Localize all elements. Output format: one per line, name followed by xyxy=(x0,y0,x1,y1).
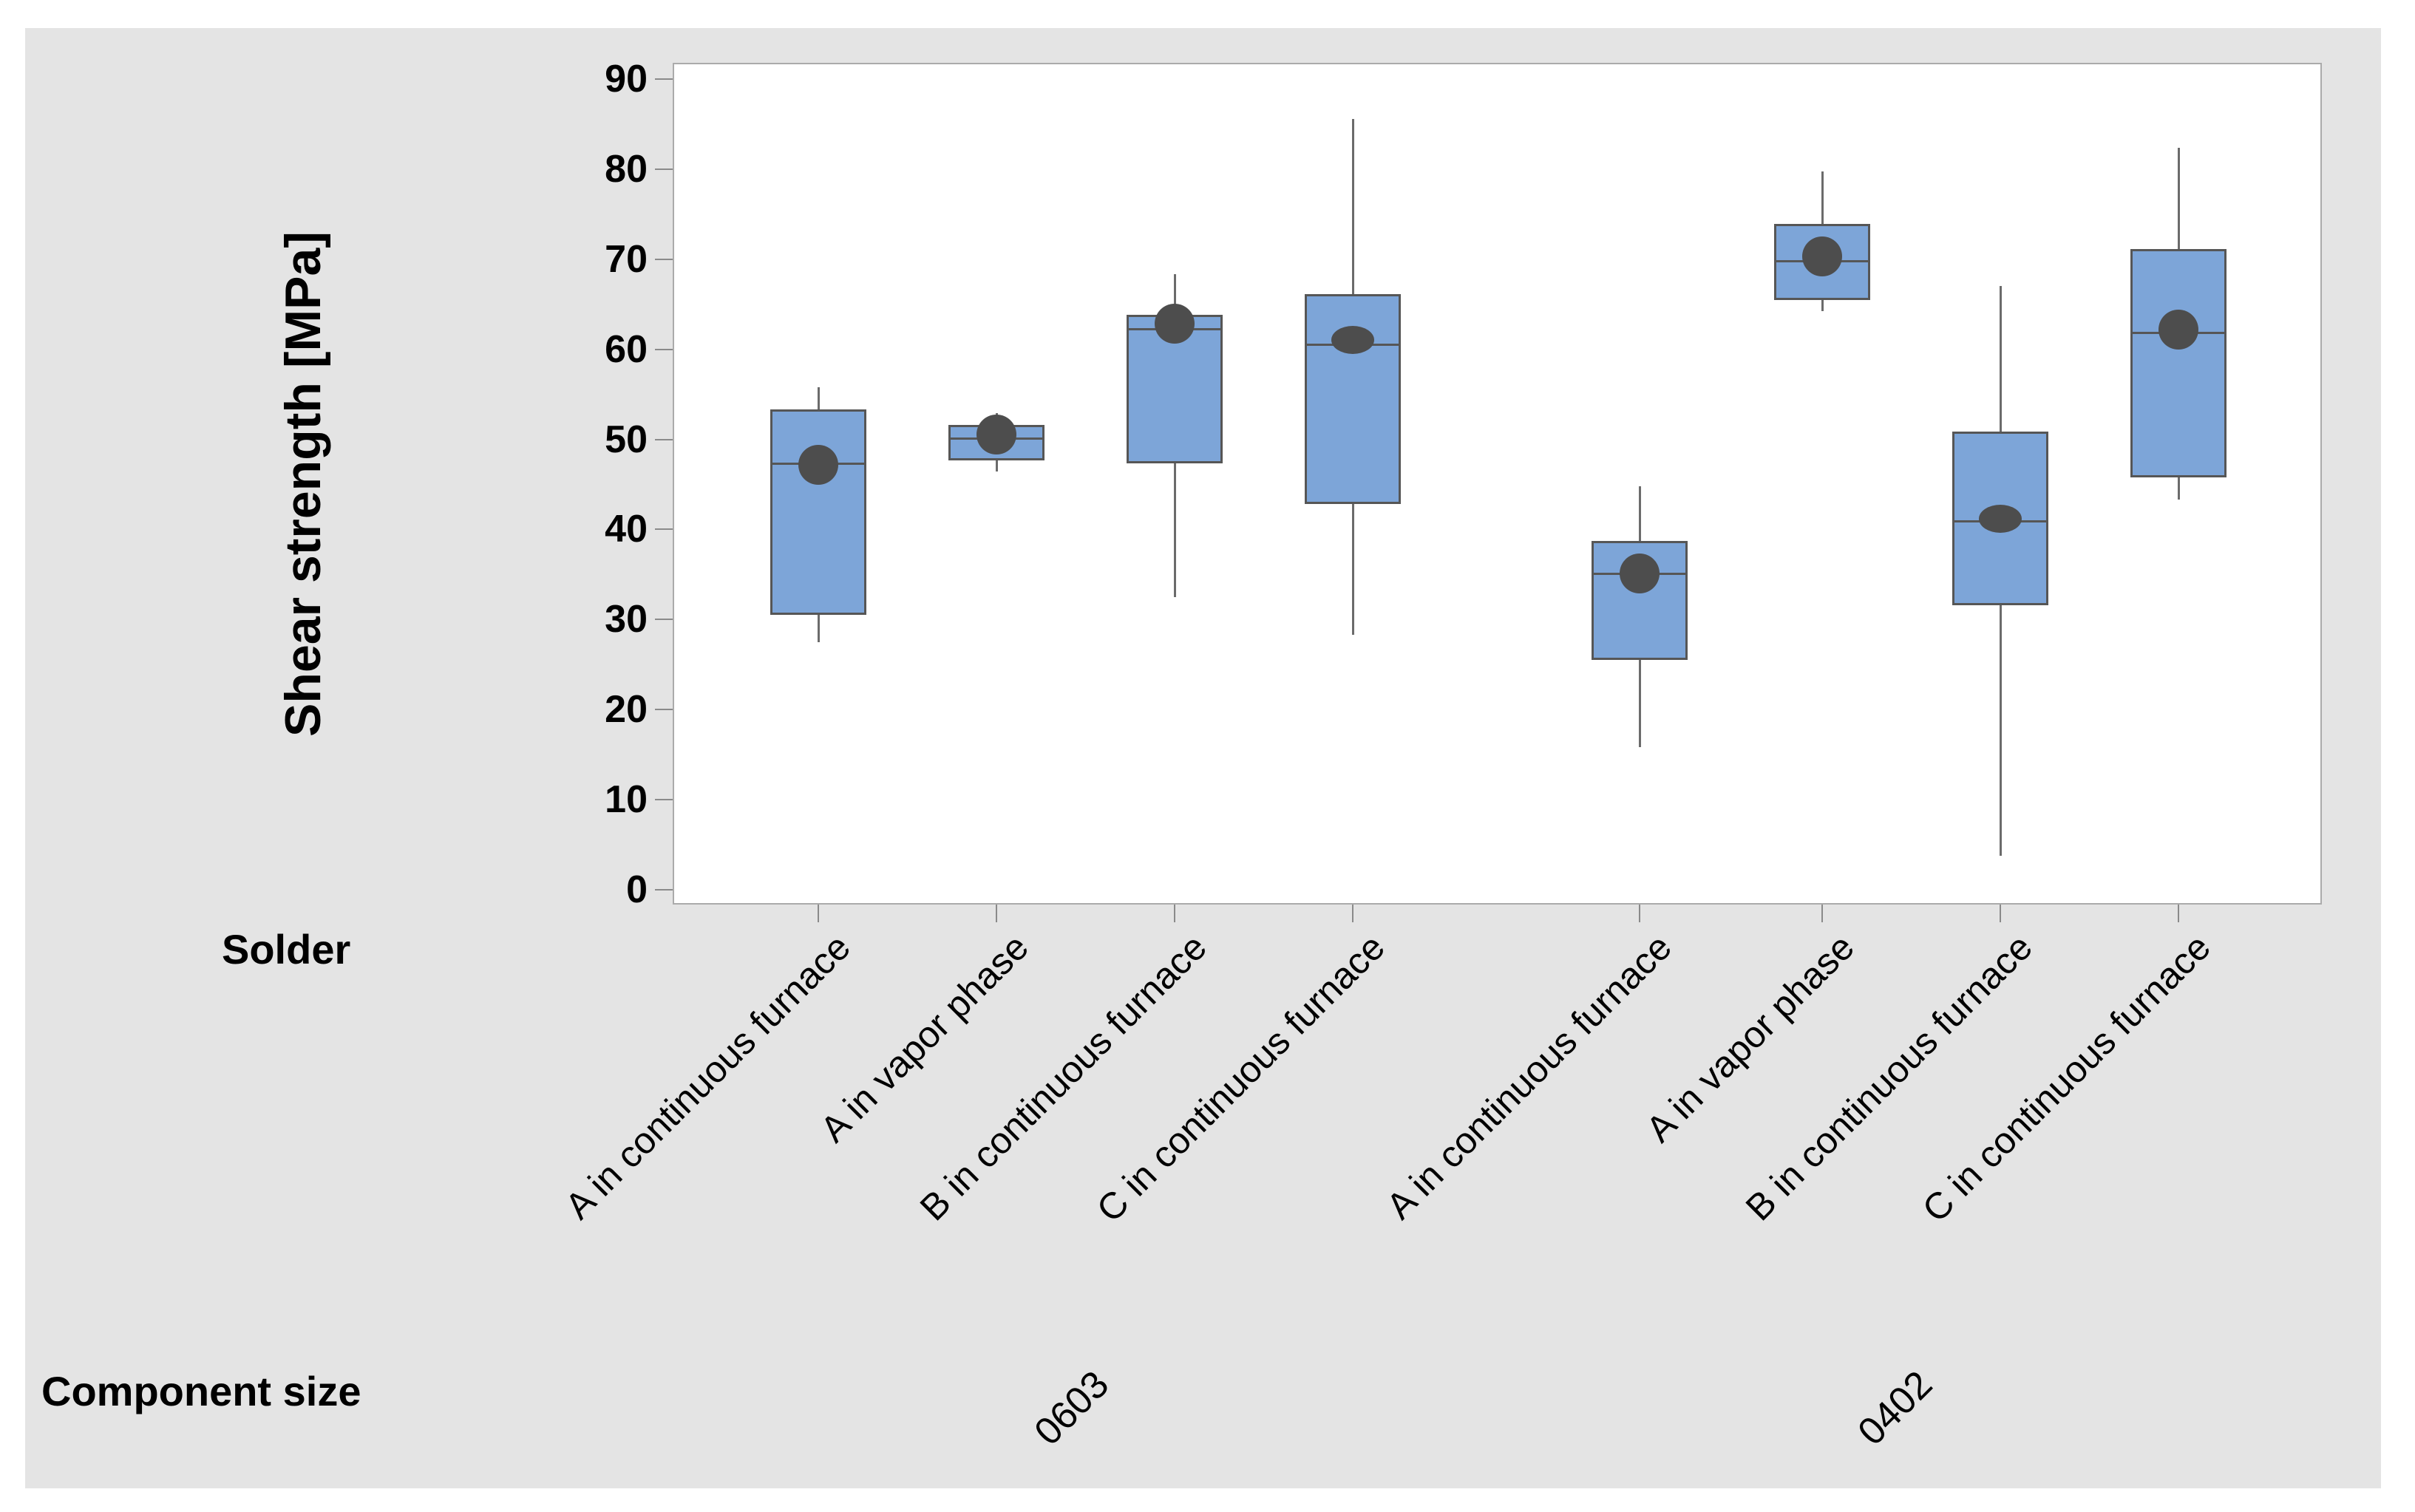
upper-whisker xyxy=(817,386,820,410)
lower-whisker xyxy=(817,615,820,642)
lower-whisker xyxy=(1638,660,1641,748)
y-axis-tick xyxy=(655,258,673,260)
y-axis-tick-label: 60 xyxy=(605,327,648,371)
y-axis-tick-label: 20 xyxy=(605,688,648,732)
upper-whisker xyxy=(1821,171,1824,225)
x-axis-tick xyxy=(2000,905,2001,922)
y-axis-tick xyxy=(655,889,673,890)
box-iqr xyxy=(770,409,866,616)
lower-whisker xyxy=(995,460,998,472)
x-axis-tick xyxy=(1352,905,1353,922)
y-axis-tick-label: 30 xyxy=(605,598,648,641)
x-axis-tick xyxy=(1821,905,1823,922)
mean-marker xyxy=(2158,309,2198,350)
upper-whisker xyxy=(1999,286,2002,432)
x-axis-tick xyxy=(1639,905,1640,922)
y-axis-tick-label: 10 xyxy=(605,778,648,822)
y-axis-tick xyxy=(655,619,673,621)
upper-whisker xyxy=(2177,147,2180,250)
x-axis-tick xyxy=(818,905,819,922)
box-iqr xyxy=(2130,249,2227,477)
y-axis-tick xyxy=(655,348,673,350)
lower-whisker xyxy=(1351,504,1354,636)
lower-whisker xyxy=(1999,605,2002,856)
mean-marker xyxy=(976,415,1016,455)
y-axis-tick-label: 50 xyxy=(605,418,648,461)
y-axis-tick xyxy=(655,438,673,440)
mean-marker xyxy=(798,444,838,485)
lower-whisker xyxy=(2177,477,2180,500)
y-axis-tick-label: 0 xyxy=(626,868,648,911)
x-axis-tick xyxy=(996,905,997,922)
upper-whisker xyxy=(1351,118,1354,295)
upper-whisker xyxy=(1173,274,1176,316)
lower-whisker xyxy=(1173,463,1176,597)
y-axis-tick-label: 80 xyxy=(605,147,648,191)
component-size-axis-row-label: Component size xyxy=(41,1368,361,1414)
mean-marker xyxy=(1802,236,1842,277)
y-axis-tick-label: 40 xyxy=(605,508,648,551)
upper-whisker xyxy=(1638,486,1641,542)
mean-marker xyxy=(1155,304,1195,344)
lower-whisker xyxy=(1821,299,1824,312)
x-axis-tick xyxy=(1174,905,1175,922)
y-axis-title: Shear strength [MPa] xyxy=(275,231,331,737)
y-axis-tick xyxy=(655,78,673,80)
y-axis-tick-label: 70 xyxy=(605,237,648,281)
y-axis-tick xyxy=(655,799,673,801)
mean-marker xyxy=(1979,504,2022,533)
solder-axis-row-label: Solder xyxy=(222,926,351,973)
y-axis-tick xyxy=(655,168,673,170)
mean-marker xyxy=(1620,554,1660,594)
y-axis-tick xyxy=(655,528,673,531)
plot-area xyxy=(673,63,2322,905)
mean-marker xyxy=(1331,326,1374,355)
y-axis-tick-label: 90 xyxy=(605,57,648,101)
y-axis-tick xyxy=(655,709,673,711)
x-axis-tick xyxy=(2178,905,2179,922)
